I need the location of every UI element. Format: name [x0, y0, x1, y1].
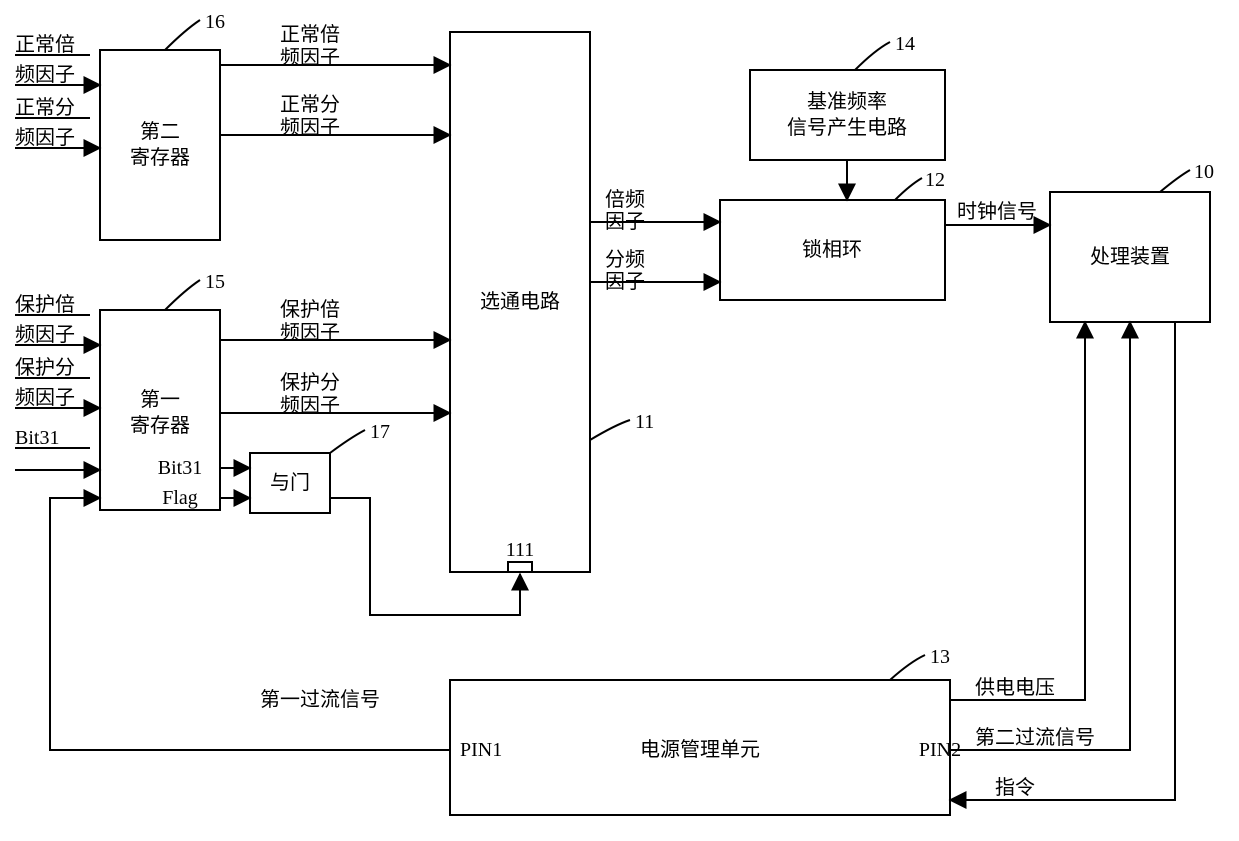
protmult-l2: 频因子	[280, 321, 340, 344]
normdiv-l1: 正常分	[280, 93, 340, 116]
reffreq-l2: 信号产生电路	[787, 116, 907, 139]
reffreq-l1: 基准频率	[807, 90, 887, 113]
multf-l2: 因子	[605, 211, 645, 233]
oc1-label: 第一过流信号	[260, 688, 380, 711]
ref-curve-11	[590, 420, 630, 440]
ref-curve-10	[1160, 170, 1190, 192]
reg1-multin-l2: 频因子	[15, 323, 75, 346]
reg1-divin-l1: 保护分	[15, 356, 75, 379]
ref-16: 16	[205, 11, 225, 33]
block-reffreq	[750, 70, 945, 160]
proc-label: 处理装置	[1090, 245, 1170, 268]
protmult-l1: 保护倍	[280, 298, 340, 321]
normdiv-l2: 频因子	[280, 116, 340, 139]
ref-12: 12	[925, 169, 945, 191]
protdiv-l2: 频因子	[280, 394, 340, 417]
block-reg2	[100, 50, 220, 240]
oc2-label: 第二过流信号	[975, 726, 1095, 749]
protdiv-l1: 保护分	[280, 371, 340, 394]
cmd-label: 指令	[995, 776, 1035, 799]
gate-label: 选通电路	[480, 290, 560, 313]
pll-label: 锁相环	[802, 238, 862, 261]
reg2-multin-l2: 频因子	[15, 63, 75, 86]
ref-111: 111	[506, 539, 535, 561]
reg1-flag: Flag	[162, 487, 198, 509]
reg1-label-1: 第一	[140, 388, 180, 411]
ref-17: 17	[370, 421, 390, 443]
divf-l1: 分频	[605, 248, 645, 271]
ref-14: 14	[895, 33, 915, 55]
pmu-pin1: PIN1	[460, 739, 502, 761]
reg2-label-1: 第二	[140, 120, 180, 143]
reg1-bit31in-l: Bit31	[15, 427, 59, 449]
reg1-divin-l2: 频因子	[15, 386, 75, 409]
ref-15: 15	[205, 271, 225, 293]
multf-l1: 倍频	[605, 188, 645, 211]
ref-13: 13	[930, 646, 950, 668]
reg1-label-2: 寄存器	[130, 414, 190, 437]
divf-l2: 因子	[605, 271, 645, 293]
normmult-l1: 正常倍	[280, 23, 340, 46]
normmult-l2: 频因子	[280, 46, 340, 69]
ref-curve-12	[895, 178, 922, 200]
ref-curve-13	[890, 655, 925, 680]
arrow-power	[950, 322, 1085, 700]
ref-curve-17	[330, 430, 365, 453]
reg2-divin-l1: 正常分	[15, 96, 75, 119]
pmu-label: 电源管理单元	[640, 738, 760, 761]
reg2-multin-l1: 正常倍	[15, 33, 75, 56]
reg1-bit31: Bit31	[158, 457, 202, 479]
ref-curve-14	[855, 42, 890, 70]
power-label: 供电电压	[975, 676, 1055, 699]
and-label: 与门	[270, 471, 310, 494]
arrow-oc1	[50, 498, 450, 750]
ref-10: 10	[1194, 161, 1214, 183]
gate-port-111	[508, 562, 532, 572]
reg2-label-2: 寄存器	[130, 146, 190, 169]
reg1-multin-l1: 保护倍	[15, 293, 75, 316]
reg2-divin-l2: 频因子	[15, 126, 75, 149]
ref-11: 11	[635, 411, 654, 433]
ref-curve-15	[165, 280, 200, 310]
ref-curve-16	[165, 20, 200, 50]
clock-label: 时钟信号	[957, 200, 1037, 223]
